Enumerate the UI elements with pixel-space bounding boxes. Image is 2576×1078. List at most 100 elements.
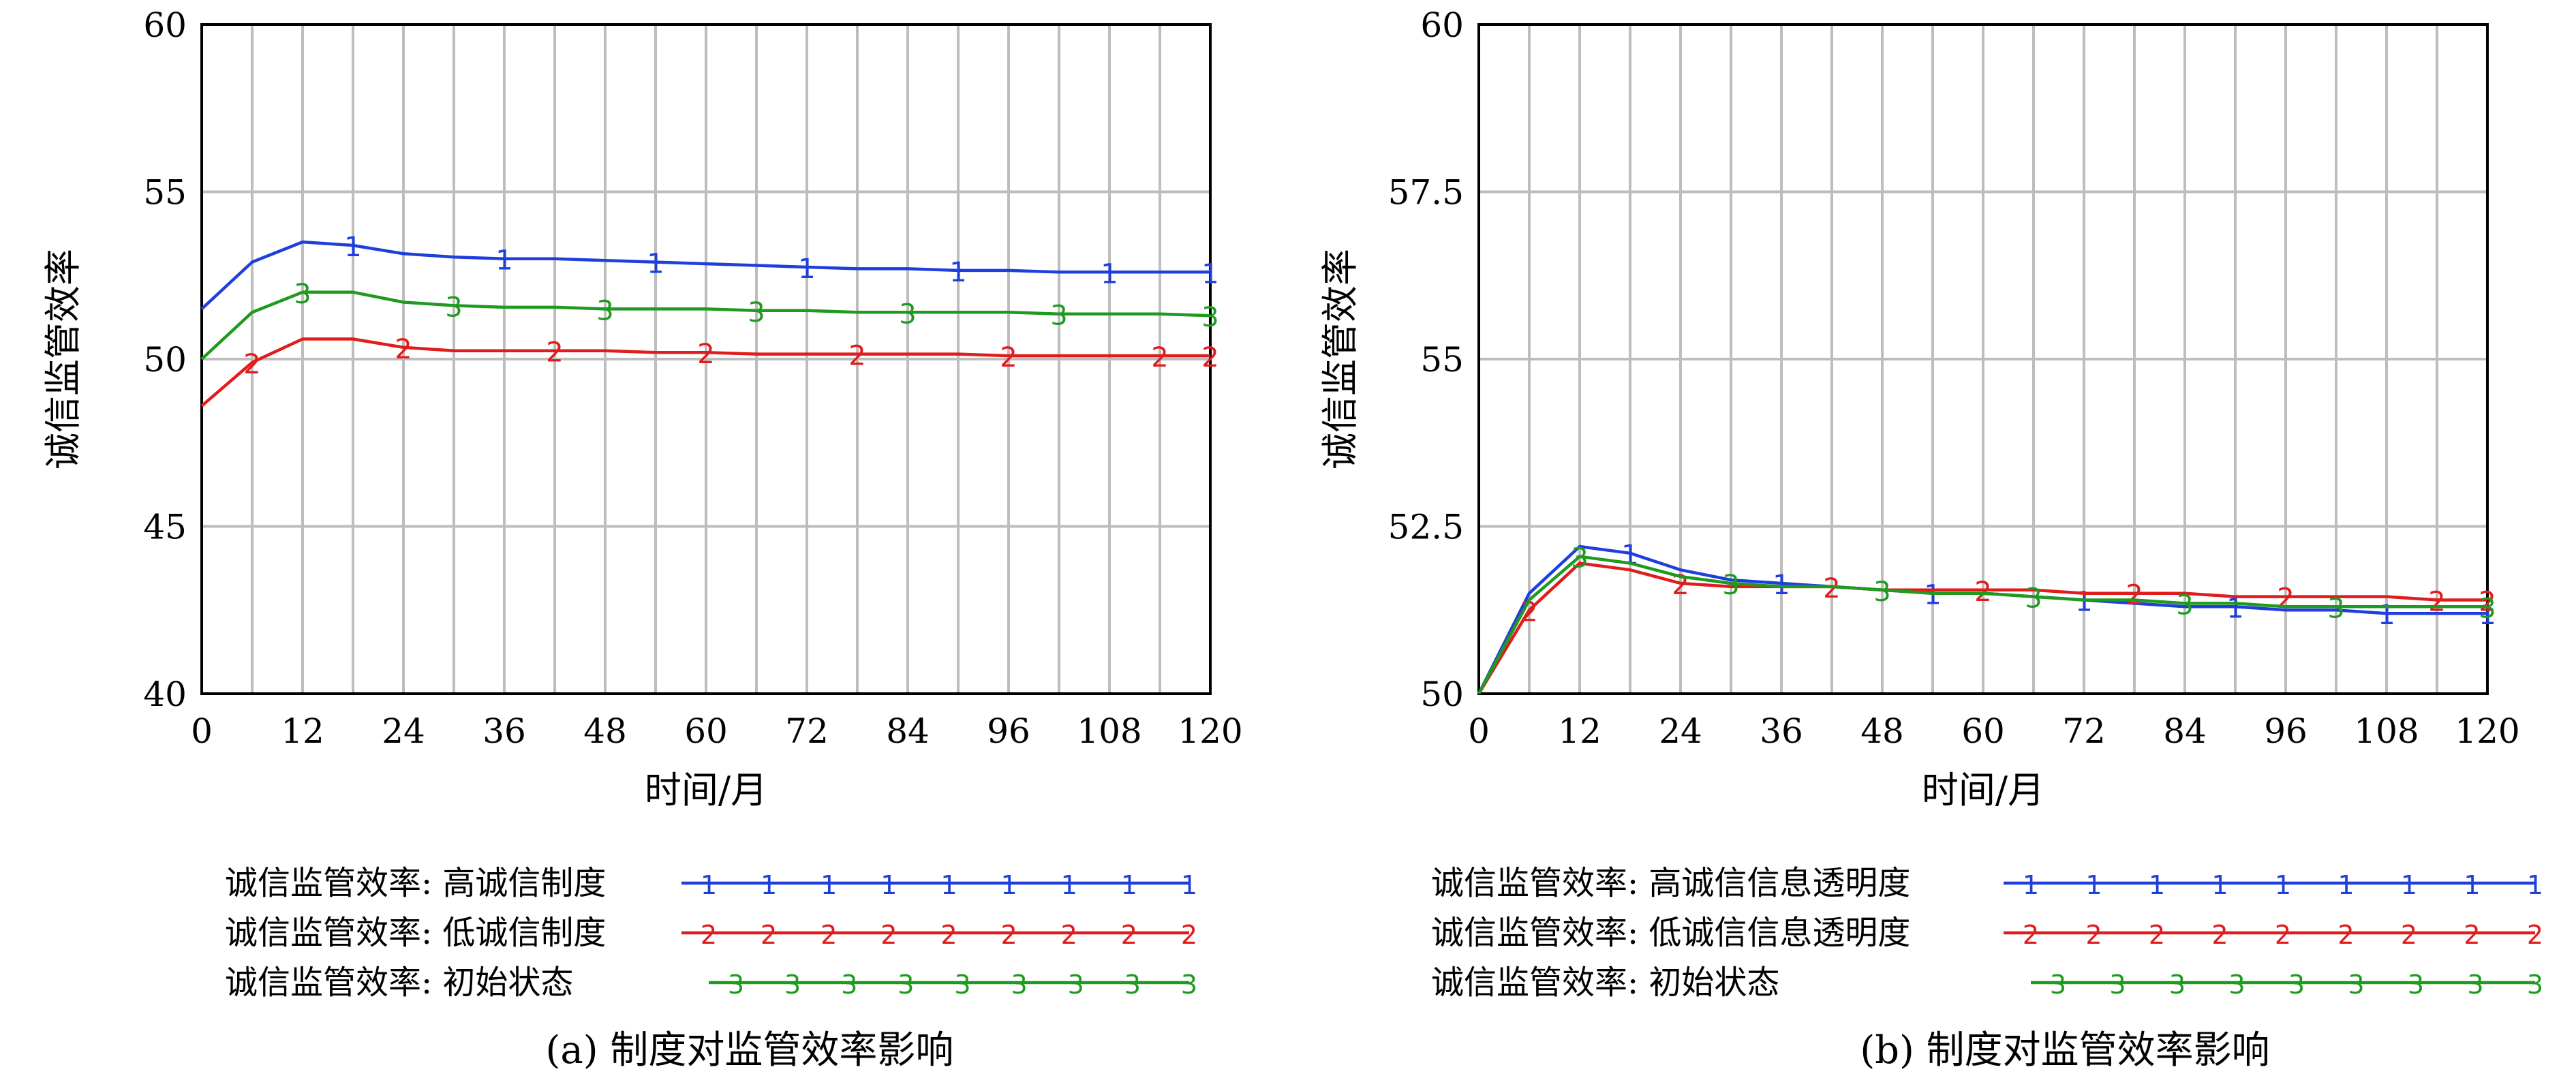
legend-marker-2: 2 — [2527, 920, 2543, 950]
legend-label-2: 诚信监管效率: 低诚信制度 — [225, 914, 606, 952]
series-marker-2: 2 — [848, 341, 865, 372]
legend-marker-3: 3 — [1011, 970, 1028, 1000]
legend-marker-2: 2 — [2023, 920, 2039, 950]
series-marker-2: 2 — [1000, 342, 1017, 373]
legend-marker-3: 3 — [2050, 970, 2066, 1000]
x-tick-label: 36 — [1760, 711, 1803, 751]
legend-marker-2: 2 — [1061, 920, 1077, 950]
y-tick-label: 45 — [143, 508, 187, 547]
x-tick-label: 120 — [2455, 711, 2519, 751]
plot-frame — [1477, 23, 2489, 695]
y-axis-title: 诚信监管效率 — [42, 249, 85, 469]
series-marker-2: 2 — [243, 349, 260, 380]
y-tick-label: 50 — [1420, 675, 1464, 714]
x-tick-label: 60 — [684, 711, 728, 751]
legend-marker-2: 2 — [2464, 920, 2480, 950]
y-tick-label: 52.5 — [1388, 508, 1464, 547]
series-marker-1: 1 — [495, 245, 512, 277]
legend-marker-2: 2 — [761, 920, 777, 950]
legend-marker-1: 1 — [1061, 870, 1077, 900]
legend-marker-2: 2 — [701, 920, 717, 950]
series-line-3 — [200, 290, 1211, 360]
series-marker-2: 2 — [697, 339, 714, 370]
legend-marker-1: 1 — [2464, 870, 2480, 900]
legend-marker-2: 2 — [821, 920, 837, 950]
x-tick-label: 12 — [1558, 711, 1601, 751]
series-marker-3: 3 — [2025, 583, 2042, 615]
y-tick-label: 55 — [143, 173, 187, 213]
series-marker-1: 1 — [2075, 587, 2092, 618]
legend-label-2: 诚信监管效率: 低诚信信息透明度 — [1431, 914, 1910, 952]
legend-marker-1: 1 — [880, 870, 897, 900]
series-marker-3: 3 — [1722, 570, 1739, 601]
legend-marker-1: 1 — [761, 870, 777, 900]
legend-marker-3: 3 — [1181, 970, 1197, 1000]
legend-marker-2: 2 — [2401, 920, 2417, 950]
legend-marker-1: 1 — [2085, 870, 2102, 900]
y-tick-label: 60 — [143, 5, 187, 45]
legend-marker-1: 1 — [2337, 870, 2354, 900]
legend-marker-2: 2 — [2085, 920, 2102, 950]
series-marker-2: 2 — [1151, 342, 1168, 373]
x-tick-label: 84 — [2163, 711, 2207, 751]
legend-label-1: 诚信监管效率: 高诚信信息透明度 — [1431, 864, 1910, 902]
x-tick-label: 0 — [191, 711, 213, 751]
legend-marker-2: 2 — [1001, 920, 1017, 950]
legend-marker-1: 1 — [2023, 870, 2039, 900]
series-marker-3: 3 — [1873, 576, 1890, 608]
caption-a: (a) 制度对监管效率影响 — [545, 1028, 954, 1073]
legend-marker-2: 2 — [2275, 920, 2291, 950]
legend-marker-2: 2 — [1121, 920, 1137, 950]
legend-marker-3: 3 — [841, 970, 857, 1000]
legend-marker-1: 1 — [1001, 870, 1017, 900]
series-line-2 — [200, 337, 1210, 407]
legend-label-3: 诚信监管效率: 初始状态 — [225, 964, 573, 1002]
legend-marker-3: 3 — [2228, 970, 2245, 1000]
legend-marker-3: 3 — [1124, 970, 1141, 1000]
series-line-1 — [200, 240, 1210, 311]
series-marker-1: 1 — [949, 257, 966, 288]
legend-marker-3: 3 — [1068, 970, 1084, 1000]
legend-marker-2: 2 — [940, 920, 957, 950]
series-marker-3: 3 — [2479, 593, 2496, 624]
legend-marker-2: 2 — [1181, 920, 1197, 950]
y-tick-label: 40 — [143, 675, 187, 714]
x-tick-label: 0 — [1468, 711, 1490, 751]
series-marker-3: 3 — [294, 279, 311, 310]
legend-marker-3: 3 — [954, 970, 970, 1000]
series-marker-2: 2 — [2479, 587, 2496, 618]
series-marker-1: 1 — [2226, 593, 2243, 624]
legend-marker-3: 3 — [2408, 970, 2424, 1000]
series-marker-2: 2 — [2428, 587, 2445, 618]
series-marker-3: 3 — [1201, 302, 1218, 333]
legend-marker-3: 3 — [2467, 970, 2483, 1000]
y-tick-label: 50 — [143, 340, 187, 380]
y-tick-label: 57.5 — [1388, 173, 1464, 213]
series-marker-3: 3 — [2176, 589, 2193, 621]
series-marker-2: 2 — [395, 334, 412, 365]
series-marker-3: 3 — [1050, 301, 1067, 332]
legend-marker-2: 2 — [2149, 920, 2165, 950]
legend-marker-2: 2 — [2337, 920, 2354, 950]
series-marker-2: 2 — [1823, 573, 1840, 604]
series-marker-3: 3 — [445, 292, 462, 323]
y-tick-label: 55 — [1420, 340, 1464, 380]
legend-label-1: 诚信监管效率: 高诚信制度 — [225, 864, 606, 902]
series-line-2 — [1477, 561, 2487, 695]
x-tick-label: 108 — [1077, 711, 1141, 751]
legend-marker-1: 1 — [2275, 870, 2291, 900]
x-tick-label: 96 — [2264, 711, 2307, 751]
legend-marker-1: 1 — [701, 870, 717, 900]
x-axis-title: 时间/月 — [645, 769, 767, 812]
x-tick-label: 60 — [1961, 711, 2005, 751]
series-marker-3: 3 — [748, 297, 765, 328]
series-marker-3: 3 — [596, 295, 613, 326]
legend-marker-1: 1 — [1121, 870, 1137, 900]
legend-marker-2: 2 — [2211, 920, 2228, 950]
series-marker-2: 2 — [2277, 583, 2294, 615]
series-marker-1: 1 — [344, 232, 361, 263]
legend-marker-1: 1 — [1181, 870, 1197, 900]
x-tick-label: 72 — [2062, 711, 2106, 751]
x-tick-label: 72 — [785, 711, 829, 751]
legend-marker-3: 3 — [2527, 970, 2543, 1000]
